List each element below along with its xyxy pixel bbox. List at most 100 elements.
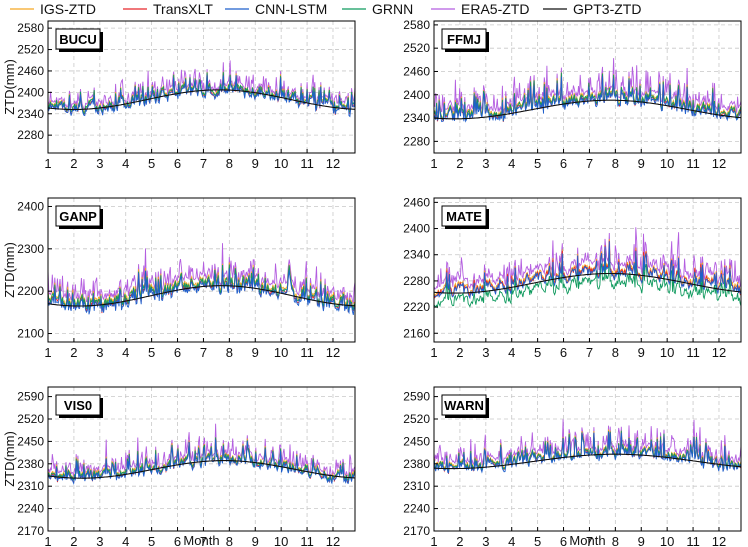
legend-label: GRNN: [372, 1, 413, 17]
x-tick-label: 7: [586, 534, 593, 547]
x-tick-label: 3: [482, 156, 489, 171]
y-tick-label: 2460: [403, 64, 430, 78]
x-tick-label: 10: [660, 156, 674, 171]
plot-frame: [47, 20, 356, 154]
panel-bucu: 1 2 3 4 5 6 7 8 9 10 11 12228023402400246025202580B…: [2, 20, 356, 171]
x-tick-label: 11: [686, 156, 700, 171]
plot-frame: [433, 20, 742, 154]
y-tick-label: 2460: [403, 195, 430, 209]
series-cnn-lstm: [434, 431, 741, 474]
station-label: GANP: [59, 209, 97, 224]
x-tick-label: 8: [226, 534, 233, 547]
x-tick-label: 12: [326, 345, 340, 360]
x-axis-label: Month: [183, 533, 219, 547]
y-tick-label: 2400: [17, 199, 44, 213]
x-tick-label: 10: [660, 345, 674, 360]
x-tick-label: 2: [456, 345, 463, 360]
series-gpt3-ztd: [434, 453, 741, 470]
x-tick-label: 11: [686, 534, 700, 547]
x-tick-label: 5: [148, 156, 155, 171]
series-cnn-lstm: [48, 268, 355, 316]
panel-ffmj: 1 2 3 4 5 6 7 8 9 10 11 12228023402400246025202580F…: [403, 18, 742, 171]
series-era5-ztd: [48, 243, 355, 304]
y-tick-label: 2590: [403, 390, 430, 404]
y-axis-label: ZTD(mm): [2, 242, 17, 298]
station-label: VIS0: [64, 398, 92, 413]
panel-warn: 1 2 3 4 5 6 7 8 9 10 11 122170224023102380245025202…: [403, 386, 742, 547]
x-tick-label: 1: [44, 534, 51, 547]
plot-frame: [47, 386, 356, 532]
series-gpt3-ztd: [48, 89, 355, 111]
x-tick-label: 3: [96, 534, 103, 547]
panel-mate: 1 2 3 4 5 6 7 8 9 10 11 12216022202280234024002460M…: [403, 195, 742, 360]
x-tick-label: 2: [456, 534, 463, 547]
x-tick-label: 8: [612, 534, 619, 547]
panel-vis0: 1 2 3 4 5 6 7 8 9 10 11 122170224023102380245025202…: [2, 386, 356, 547]
x-tick-label: 10: [274, 534, 288, 547]
legend-entry: TransXLT: [123, 1, 213, 17]
x-tick-label: 12: [712, 156, 726, 171]
y-tick-label: 2340: [403, 248, 430, 262]
x-tick-label: 12: [326, 534, 340, 547]
y-tick-label: 2220: [403, 300, 430, 314]
legend-label: ERA5-ZTD: [461, 1, 529, 17]
x-tick-label: 4: [508, 534, 515, 547]
station-label: BUCU: [59, 32, 97, 47]
x-tick-label: 2: [456, 156, 463, 171]
y-tick-label: 2520: [17, 43, 44, 57]
y-tick-label: 2400: [17, 85, 44, 99]
y-tick-label: 2520: [403, 412, 430, 426]
x-tick-label: 9: [638, 156, 645, 171]
y-tick-label: 2460: [17, 64, 44, 78]
x-tick-label: 8: [226, 345, 233, 360]
y-tick-label: 2280: [403, 134, 430, 148]
legend-entry: IGS-ZTD: [10, 1, 96, 17]
plot-frame: [433, 197, 742, 343]
legend-label: IGS-ZTD: [40, 1, 96, 17]
series-gpt3-ztd: [434, 272, 741, 294]
station-label-box: [55, 394, 101, 416]
x-tick-label: 10: [274, 345, 288, 360]
legend-entry: CNN-LSTM: [225, 1, 327, 17]
x-tick-label: 6: [174, 534, 181, 547]
y-tick-label: 2240: [17, 502, 44, 516]
x-tick-label: 12: [712, 534, 726, 547]
y-tick-label: 2240: [403, 502, 430, 516]
station-label: FFMJ: [447, 32, 481, 47]
station-label-box: [55, 28, 101, 50]
x-tick-label: 8: [612, 345, 619, 360]
x-tick-label: 3: [96, 156, 103, 171]
y-tick-label: 2580: [17, 21, 44, 35]
x-axis-label: Month: [569, 533, 605, 547]
series-cnn-lstm: [434, 241, 741, 300]
series-era5-ztd: [434, 419, 741, 468]
legend-entry: ERA5-ZTD: [431, 1, 529, 17]
x-tick-label: 5: [534, 534, 541, 547]
station-label-box: [441, 205, 487, 227]
series-era5-ztd: [434, 227, 741, 290]
y-tick-label: 2520: [403, 41, 430, 55]
y-tick-label: 2450: [403, 434, 430, 448]
y-axis-label: ZTD(mm): [2, 431, 17, 487]
y-tick-label: 2280: [403, 274, 430, 288]
plot-frame: [47, 197, 356, 343]
x-tick-label: 7: [200, 156, 207, 171]
x-tick-label: 9: [252, 534, 259, 547]
station-label-box: [441, 28, 487, 50]
legend-entry: GRNN: [342, 1, 413, 17]
x-tick-label: 5: [534, 156, 541, 171]
y-tick-label: 2160: [403, 326, 430, 340]
station-label: WARN: [444, 398, 484, 413]
series-grnn: [48, 264, 355, 312]
y-tick-label: 2310: [403, 479, 430, 493]
legend-label: TransXLT: [153, 1, 213, 17]
series-era5-ztd: [48, 423, 355, 478]
x-tick-label: 2: [70, 156, 77, 171]
x-tick-label: 11: [300, 534, 314, 547]
legend-label: CNN-LSTM: [255, 1, 327, 17]
x-tick-label: 6: [174, 156, 181, 171]
series-gpt3-ztd: [48, 460, 355, 479]
x-tick-label: 1: [44, 156, 51, 171]
plot-frame: [433, 386, 742, 532]
